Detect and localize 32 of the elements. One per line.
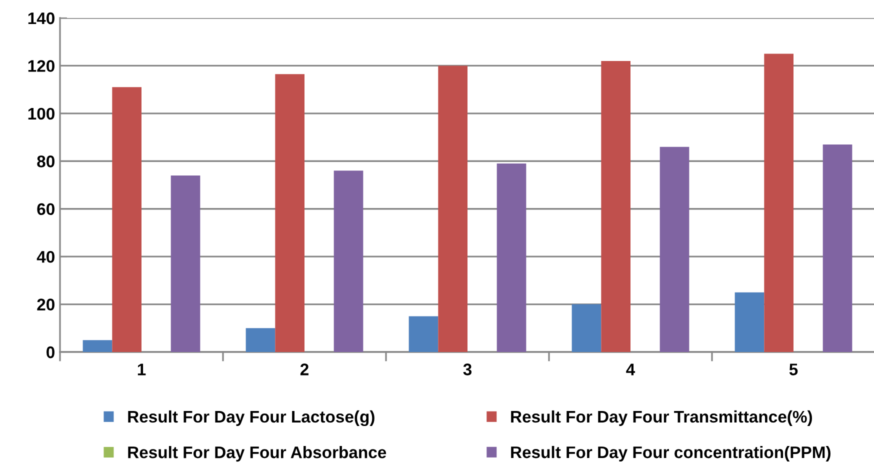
y-tick-label: 140 — [28, 12, 54, 24]
y-tick-label: 60 — [37, 203, 54, 216]
bar — [764, 54, 794, 352]
y-tick-label: 80 — [37, 156, 54, 168]
legend-label: Result For Day Four Transmittance(%) — [511, 410, 812, 426]
x-tick-label: 2 — [300, 364, 308, 376]
y-tick-label: 40 — [36, 250, 54, 263]
legend-label: Result For Day Four concentration(PPM) — [511, 446, 830, 462]
x-tick-label: 4 — [626, 364, 636, 376]
legend-label: Result For Day Four Absorbance — [128, 446, 386, 462]
bar — [734, 292, 764, 352]
bar — [822, 144, 852, 352]
bar — [496, 164, 526, 352]
x-tick-label: 5 — [789, 364, 798, 376]
bar — [246, 328, 276, 352]
bar — [438, 66, 468, 352]
y-tick-label: 120 — [28, 60, 54, 72]
legend-label: Result For Day Four Lactose(g) — [128, 410, 374, 426]
bar — [334, 170, 364, 352]
x-tick-label: 1 — [138, 364, 146, 376]
bar — [408, 316, 438, 352]
bar — [112, 87, 142, 352]
bar — [170, 175, 200, 352]
y-tick-label: 20 — [37, 298, 54, 310]
y-tick-label: 100 — [28, 108, 54, 120]
bar — [601, 60, 630, 352]
y-tick-label: 0 — [46, 346, 54, 358]
bar — [572, 304, 602, 352]
x-tick-label: 3 — [463, 364, 472, 376]
bar — [82, 340, 112, 352]
bar — [275, 74, 304, 352]
bar — [660, 146, 690, 352]
